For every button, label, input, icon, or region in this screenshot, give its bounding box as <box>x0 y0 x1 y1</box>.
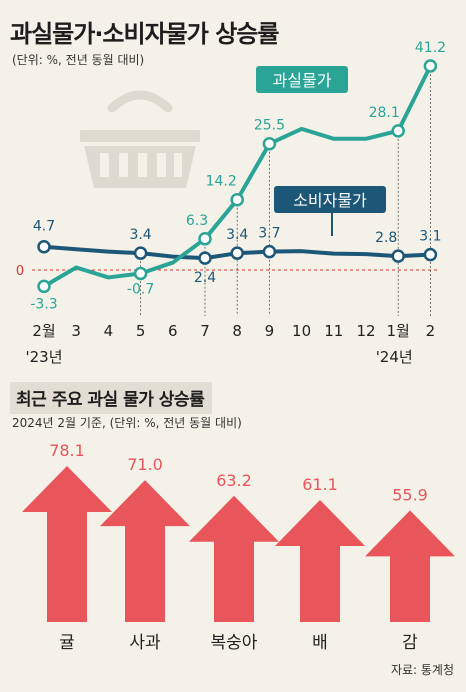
consumer-price-point <box>230 246 244 260</box>
consumer-price-value-label: 2.4 <box>194 270 216 286</box>
fruit-price-value-label: 28.1 <box>369 105 400 121</box>
x-tick-label: 2 <box>426 322 436 340</box>
consumer-price-point <box>37 239 51 254</box>
consumer-price-point <box>423 247 438 262</box>
fruit-price-point <box>262 136 277 151</box>
consumer-price-point <box>262 244 277 259</box>
consumer-price-tag <box>274 186 386 213</box>
arrow-bar-category-label: 귤 <box>59 633 75 653</box>
arrow-bar-value-label: 61.1 <box>302 475 338 494</box>
consumer-price-value-label: 3.1 <box>419 229 441 245</box>
x-tick-label: 6 <box>168 322 178 340</box>
arrow-bar <box>22 466 112 622</box>
fruit-price-point <box>423 59 438 73</box>
fruit-price-point <box>391 124 405 138</box>
arrow-bar <box>275 499 365 622</box>
arrow-bar-category-label: 배 <box>312 633 328 653</box>
fruit-price-value-label: 14.2 <box>206 174 237 190</box>
x-tick-label: 4 <box>104 322 114 340</box>
chart-title: 과실물가·소비자물가 상승률 <box>10 20 279 48</box>
consumer-price-value-label: 2.8 <box>375 230 397 246</box>
x-tick-year-label: '24년 <box>376 348 413 366</box>
x-tick-label: 8 <box>232 322 242 340</box>
consumer-price-tag-label: 소비자물가 <box>293 191 367 210</box>
x-tick-label: 2월 <box>32 322 55 340</box>
x-tick-label: 11 <box>324 322 343 340</box>
line-chart: 0 2월 '23년 3 4 5 6 7 8 9 10 11 12 1월 '24년 2 -3.3 -0.7 6.3 14… <box>16 40 446 366</box>
arrow-bar-category-label: 사과 <box>129 633 161 653</box>
zero-label: 0 <box>16 264 24 279</box>
fruit-price-value-label: 41.2 <box>415 40 446 56</box>
x-tick-label: 12 <box>356 322 375 340</box>
fruit-price-point <box>133 266 148 281</box>
fruit-price-value-label: 6.3 <box>186 213 208 229</box>
consumer-price-point <box>391 249 405 263</box>
x-tick-label: 1월 <box>387 322 410 340</box>
fruit-price-tag-label: 과실물가 <box>273 71 332 90</box>
basket-icon <box>80 90 200 188</box>
fruit-price-point <box>230 192 244 207</box>
arrow-bar-value-label: 78.1 <box>49 441 85 460</box>
x-tick-label: 5 <box>136 322 146 340</box>
consumer-price-value-label: 3.4 <box>226 227 248 243</box>
arrow-bar-category-label: 감 <box>402 633 418 653</box>
arrow-bar-category-label: 복숭아 <box>211 633 258 653</box>
consumer-price-value-label: 4.7 <box>33 219 55 235</box>
consumer-price-point <box>198 251 212 265</box>
fruit-price-point <box>37 279 51 294</box>
line-chart-unit-note: (단위: %, 전년 동월 대비) <box>12 53 145 67</box>
fruit-price-value-label: -0.7 <box>127 281 154 297</box>
x-tick-year-label: '23년 <box>25 348 62 366</box>
bar-section-title: 최근 주요 과실 물가 상승률 <box>10 382 213 414</box>
consumer-price-value-label: 3.7 <box>258 226 280 242</box>
consumer-price-point <box>133 246 148 260</box>
x-tick-label: 9 <box>265 322 275 340</box>
arrow-bar-value-label: 63.2 <box>216 471 252 490</box>
bar-chart-unit-note: 2024년 2월 기준, (단위: %, 전년 동월 대비) <box>12 416 242 430</box>
x-tick-label: 10 <box>292 322 311 340</box>
x-tick-label: 3 <box>71 322 81 340</box>
fruit-price-value-label: -3.3 <box>30 296 57 312</box>
arrow-bar <box>100 480 190 622</box>
x-tick-label: 7 <box>200 322 210 340</box>
fruit-price-point <box>198 232 212 246</box>
fruit-price-value-label: 25.5 <box>254 118 285 134</box>
fruit-price-tag <box>256 66 348 93</box>
arrow-bar <box>365 510 455 622</box>
consumer-price-value-label: 3.4 <box>129 227 151 243</box>
source-note: 자료: 통계청 <box>390 663 454 677</box>
arrow-bar-value-label: 55.9 <box>392 485 428 504</box>
arrow-bar-value-label: 71.0 <box>127 455 163 474</box>
arrow-bar <box>189 495 279 622</box>
